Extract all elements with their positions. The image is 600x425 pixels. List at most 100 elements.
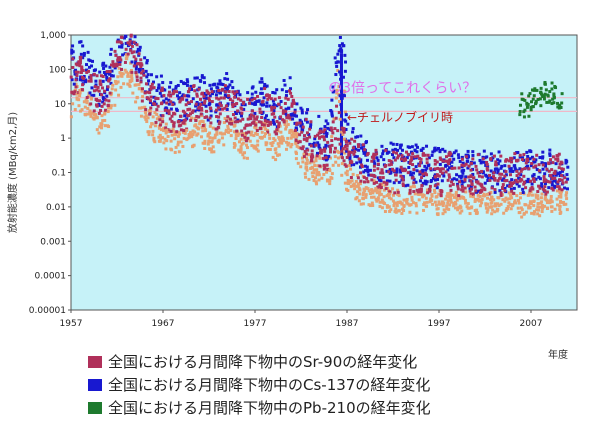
- scatter-point: [503, 179, 507, 183]
- scatter-point: [478, 170, 482, 174]
- scatter-point: [467, 206, 471, 210]
- scatter-point: [539, 90, 543, 94]
- scatter-point: [200, 106, 204, 110]
- scatter-point: [356, 176, 360, 180]
- scatter-point: [156, 97, 160, 101]
- scatter-point: [300, 111, 304, 115]
- scatter-point: [338, 94, 342, 98]
- scatter-point: [401, 184, 405, 188]
- scatter-point: [339, 88, 343, 92]
- scatter-point: [264, 143, 268, 147]
- scatter-point: [542, 94, 546, 98]
- scatter-point: [378, 193, 382, 197]
- scatter-point: [425, 180, 429, 184]
- scatter-point: [560, 101, 564, 105]
- scatter-point: [375, 180, 379, 184]
- scatter-point: [558, 178, 562, 182]
- scatter-point: [423, 164, 427, 168]
- scatter-point: [436, 207, 440, 211]
- scatter-point: [450, 180, 454, 184]
- scatter-point: [490, 176, 494, 180]
- scatter-point: [367, 189, 371, 193]
- scatter-point: [94, 79, 98, 83]
- scatter-point: [519, 206, 523, 210]
- scatter-point: [347, 150, 351, 154]
- scatter-point: [436, 213, 440, 217]
- scatter-point: [215, 96, 219, 100]
- scatter-point: [222, 143, 226, 147]
- scatter-point: [387, 163, 391, 167]
- scatter-point: [396, 188, 400, 192]
- scatter-point: [313, 176, 317, 180]
- scatter-point: [336, 137, 340, 141]
- scatter-point: [263, 82, 267, 86]
- scatter-point: [215, 130, 219, 134]
- scatter-point: [518, 153, 522, 157]
- scatter-point: [379, 185, 383, 189]
- scatter-point: [466, 159, 470, 163]
- scatter-point: [528, 149, 532, 153]
- scatter-point: [473, 208, 477, 212]
- scatter-point: [441, 159, 445, 163]
- scatter-point: [418, 179, 422, 183]
- scatter-point: [149, 87, 153, 91]
- x-tick-label: 2007: [520, 319, 543, 329]
- scatter-point: [252, 114, 256, 118]
- scatter-point: [203, 81, 207, 85]
- scatter-point: [432, 149, 436, 153]
- scatter-point: [451, 193, 455, 197]
- scatter-point: [290, 102, 294, 106]
- scatter-point: [295, 144, 299, 148]
- scatter-point: [485, 163, 489, 167]
- scatter-point: [492, 175, 496, 179]
- scatter-point: [285, 140, 289, 144]
- scatter-point: [471, 167, 475, 171]
- scatter-point: [255, 117, 259, 121]
- scatter-point: [171, 103, 175, 107]
- scatter-point: [542, 97, 546, 101]
- scatter-point: [188, 87, 192, 91]
- scatter-point: [553, 176, 557, 180]
- scatter-point: [302, 152, 306, 156]
- scatter-point: [392, 181, 396, 185]
- scatter-point: [254, 121, 258, 125]
- scatter-point: [489, 198, 493, 202]
- scatter-point: [478, 158, 482, 162]
- scatter-point: [475, 168, 479, 172]
- scatter-point: [398, 168, 402, 172]
- scatter-point: [551, 155, 555, 159]
- scatter-point: [346, 188, 350, 192]
- scatter-point: [510, 189, 514, 193]
- scatter-point: [293, 128, 297, 132]
- scatter-point: [153, 102, 157, 106]
- scatter-point: [441, 204, 445, 208]
- scatter-point: [211, 83, 215, 87]
- scatter-point: [208, 116, 212, 120]
- scatter-point: [520, 208, 524, 212]
- scatter-point: [304, 117, 308, 121]
- scatter-point: [148, 109, 152, 113]
- scatter-point: [323, 154, 327, 158]
- scatter-point: [436, 146, 440, 150]
- scatter-point: [524, 186, 528, 190]
- scatter-point: [392, 169, 396, 173]
- scatter-point: [223, 84, 227, 88]
- scatter-point: [167, 93, 171, 97]
- scatter-point: [469, 194, 473, 198]
- scatter-point: [447, 153, 451, 157]
- scatter-point: [104, 64, 108, 68]
- scatter-point: [95, 74, 99, 78]
- scatter-point: [122, 36, 126, 40]
- scatter-point: [557, 185, 561, 189]
- scatter-point: [247, 101, 251, 105]
- scatter-point: [75, 74, 79, 78]
- scatter-point: [341, 147, 345, 151]
- scatter-point: [223, 106, 227, 110]
- y-tick-label: 0.0001: [35, 272, 67, 282]
- scatter-point: [565, 173, 569, 177]
- scatter-point: [357, 186, 361, 190]
- scatter-point: [214, 108, 218, 112]
- scatter-point: [85, 70, 89, 74]
- scatter-point: [559, 192, 563, 196]
- scatter-point: [223, 116, 227, 120]
